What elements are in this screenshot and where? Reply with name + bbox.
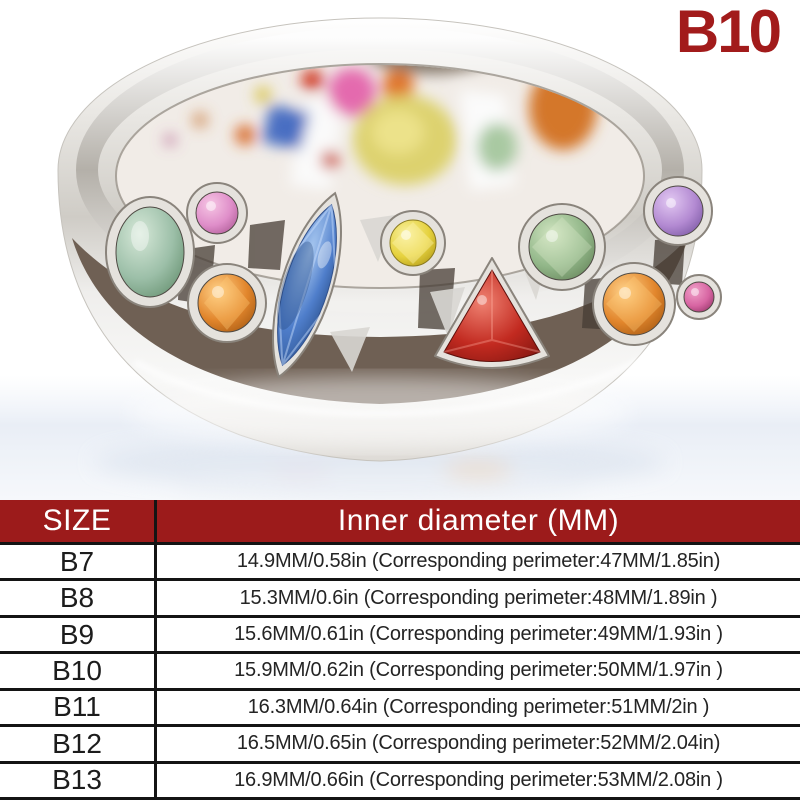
product-photo: B10	[0, 0, 800, 500]
gem-purple-round	[643, 176, 713, 246]
table-row: B12 16.5MM/0.65in (Corresponding perimet…	[0, 724, 800, 761]
size-badge: B10	[675, 0, 782, 65]
table-header-row: SIZE Inner diameter (MM)	[0, 500, 800, 542]
gem-blue-marquise	[272, 191, 342, 379]
gem-green-round	[518, 203, 606, 291]
gem-red-trillion	[434, 257, 550, 369]
diameter-cell: 16.5MM/0.65in (Corresponding perimeter:5…	[236, 732, 721, 755]
size-cell: B9	[0, 617, 157, 652]
size-cell: B7	[0, 545, 157, 579]
gem-small-pink-round	[676, 274, 722, 320]
diameter-cell: 15.3MM/0.6in (Corresponding perimeter:48…	[239, 586, 718, 609]
band-glint	[133, 353, 650, 417]
gem-pink-round	[186, 182, 248, 244]
diameter-cell: 14.9MM/0.58in (Corresponding perimeter:4…	[236, 550, 721, 573]
diameter-cell: 15.9MM/0.62in (Corresponding perimeter:5…	[234, 659, 723, 682]
diameter-cell: 15.6MM/0.61in (Corresponding perimeter:4…	[234, 623, 723, 646]
size-cell: B8	[0, 581, 157, 615]
diameter-cell: 16.9MM/0.66in (Corresponding perimeter:5…	[234, 768, 723, 791]
gem-yellow-round	[380, 210, 446, 276]
gem-orange-round-right	[592, 262, 676, 346]
size-cell: B13	[0, 763, 157, 797]
table-row: B9 15.6MM/0.61in (Corresponding perimete…	[0, 614, 800, 652]
size-cell: B12	[0, 727, 157, 761]
table-row: B13 16.9MM/0.66in (Corresponding perimet…	[0, 760, 800, 797]
table-row: B8 15.3MM/0.6in (Corresponding perimeter…	[0, 578, 800, 615]
ring-image	[0, 17, 800, 500]
gem-orange-round-left	[187, 263, 267, 343]
table-row: B10 15.9MM/0.62in (Corresponding perimet…	[0, 651, 800, 688]
diameter-cell: 16.3MM/0.64in (Corresponding perimeter:5…	[247, 695, 710, 718]
size-table: SIZE Inner diameter (MM) B7 14.9MM/0.58i…	[0, 500, 800, 800]
ring-reflection	[95, 436, 665, 499]
size-cell: B11	[0, 690, 157, 725]
diameter-header-cell: Inner diameter (MM)	[337, 504, 620, 537]
table-row: B11 16.3MM/0.64in (Corresponding perimet…	[0, 687, 800, 725]
size-cell: B10	[0, 654, 157, 688]
size-header-cell: SIZE	[0, 500, 157, 542]
table-row: B7 14.9MM/0.58in (Corresponding perimete…	[0, 542, 800, 579]
gem-pale-green-oval	[105, 196, 195, 308]
opening-edge	[115, 63, 645, 289]
ring-inner-rim	[76, 27, 684, 313]
